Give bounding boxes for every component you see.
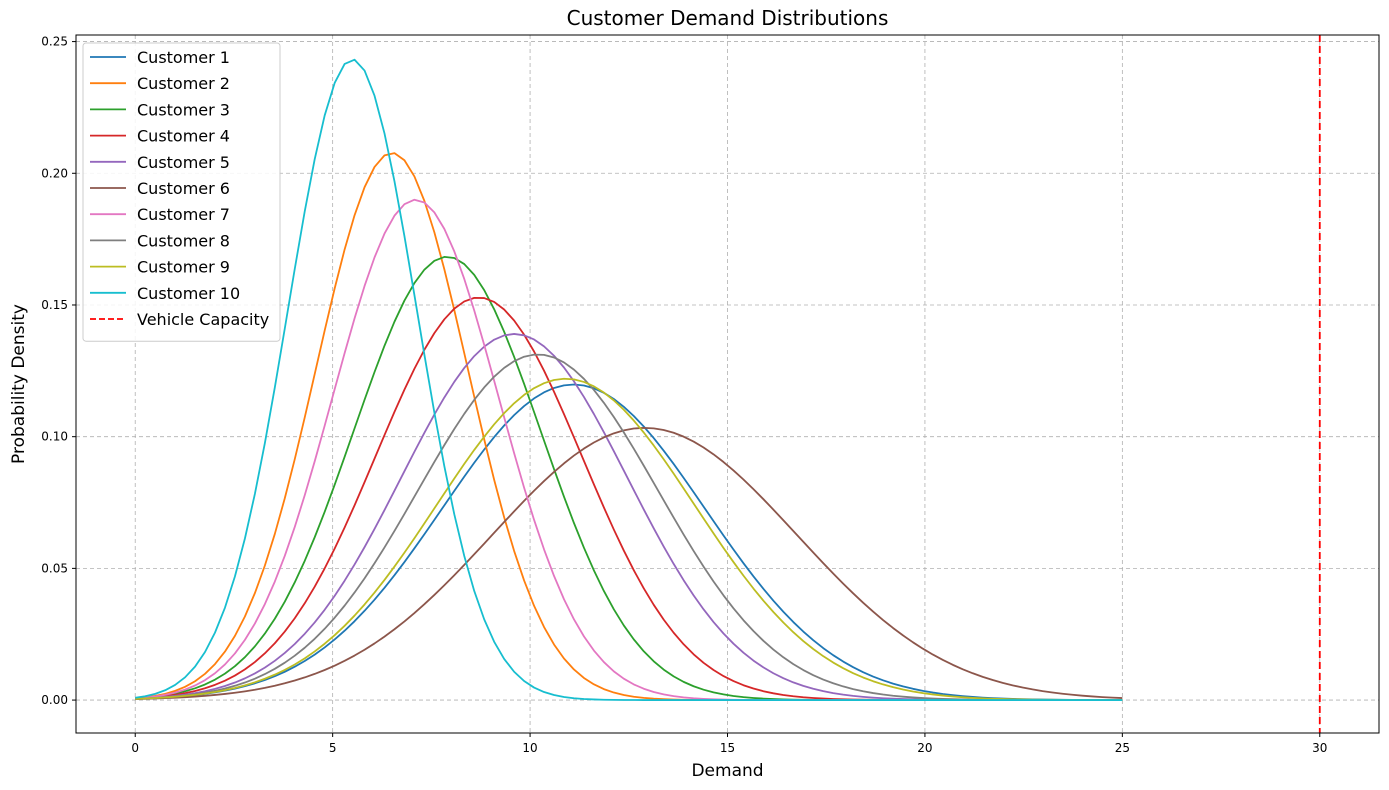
x-axis-title: Demand bbox=[691, 761, 763, 781]
legend-box bbox=[82, 42, 281, 342]
x-tick-label: 0 bbox=[131, 741, 139, 755]
legend-label: Customer 8 bbox=[137, 231, 230, 250]
x-tick-label: 20 bbox=[917, 741, 932, 755]
legend-label: Customer 4 bbox=[137, 127, 230, 146]
grid bbox=[76, 35, 1379, 733]
chart-title: Customer Demand Distributions bbox=[567, 6, 889, 30]
y-axis-ticks: 0.00 0.05 0.10 0.15 0.20 0.25 bbox=[41, 35, 76, 707]
legend-label: Customer 10 bbox=[137, 284, 240, 303]
legend-label: Vehicle Capacity bbox=[137, 310, 269, 329]
legend-label: Customer 2 bbox=[137, 74, 230, 93]
series-line-customer-9 bbox=[135, 377, 1123, 701]
x-tick-label: 10 bbox=[522, 741, 537, 755]
legend-label: Customer 3 bbox=[137, 100, 230, 119]
y-tick-label: 0.10 bbox=[41, 430, 68, 444]
y-tick-label: 0.05 bbox=[41, 561, 68, 575]
x-tick-label: 15 bbox=[720, 741, 735, 755]
y-axis-title: Probability Density bbox=[9, 304, 29, 464]
x-axis-ticks: 0 5 10 15 20 25 30 bbox=[131, 733, 1327, 755]
series-line-customer-10 bbox=[135, 58, 1123, 701]
y-tick-label: 0.15 bbox=[41, 298, 68, 312]
legend-label: Customer 6 bbox=[137, 179, 230, 198]
x-tick-label: 5 bbox=[329, 741, 337, 755]
y-tick-label: 0.20 bbox=[41, 166, 68, 180]
y-tick-label: 0.25 bbox=[41, 35, 68, 49]
legend-label: Customer 1 bbox=[137, 48, 230, 67]
legend-label: Customer 9 bbox=[137, 258, 230, 277]
series-line-customer-6 bbox=[135, 426, 1123, 700]
series-line-customer-1 bbox=[135, 383, 1123, 701]
x-tick-label: 30 bbox=[1312, 741, 1327, 755]
x-tick-label: 25 bbox=[1115, 741, 1130, 755]
series-group bbox=[135, 58, 1123, 701]
legend: Customer 1 Customer 2 Customer 3 Customer 4… bbox=[82, 42, 281, 342]
y-tick-label: 0.00 bbox=[41, 693, 68, 707]
legend-label: Customer 7 bbox=[137, 205, 230, 224]
legend-label: Customer 5 bbox=[137, 153, 230, 172]
